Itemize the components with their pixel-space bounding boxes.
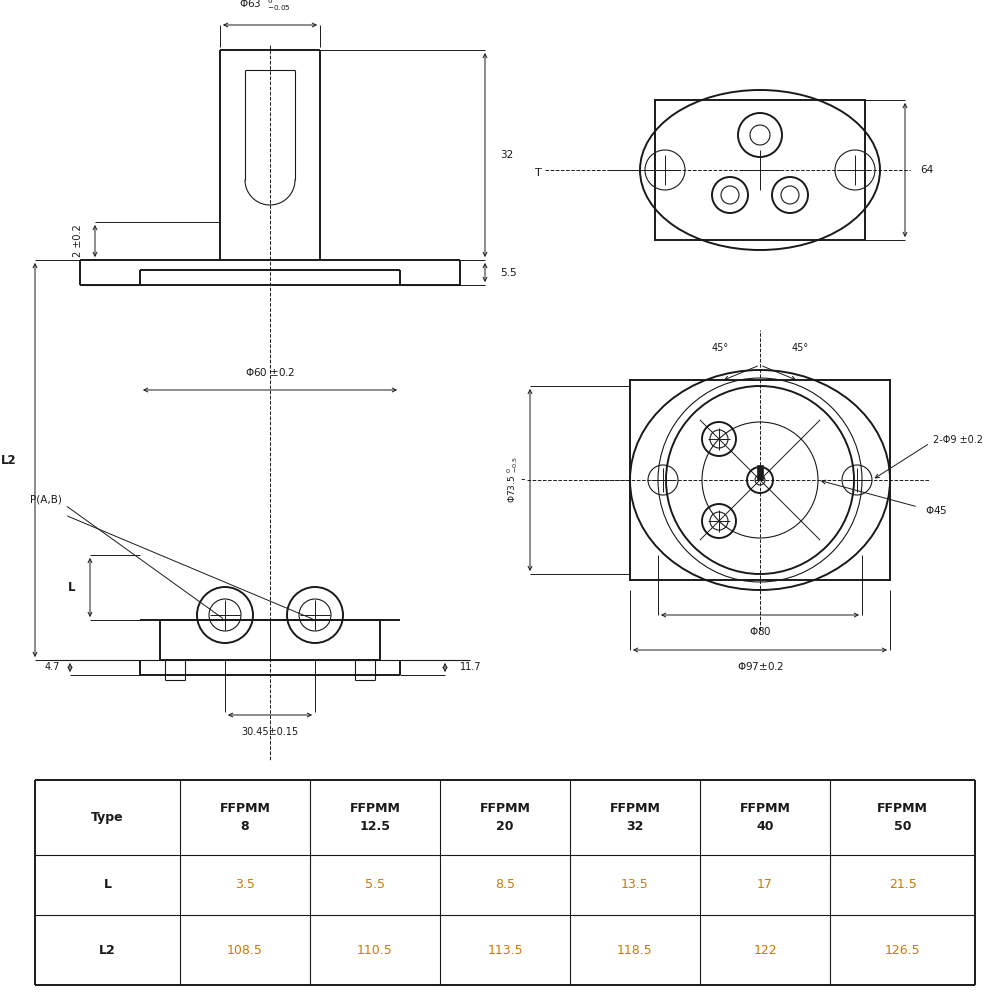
Text: FFPMM
50: FFPMM 50 bbox=[877, 802, 928, 832]
Text: 17: 17 bbox=[757, 879, 773, 892]
Text: $\Phi$80: $\Phi$80 bbox=[749, 625, 771, 637]
Bar bbox=[630, 380, 890, 580]
Text: 5.5: 5.5 bbox=[500, 267, 517, 277]
Text: 8.5: 8.5 bbox=[495, 879, 515, 892]
Text: 110.5: 110.5 bbox=[357, 944, 393, 956]
Text: 13.5: 13.5 bbox=[621, 879, 649, 892]
Text: $\Phi$97±0.2: $\Phi$97±0.2 bbox=[737, 660, 783, 672]
Text: L: L bbox=[68, 581, 75, 594]
Text: 2 ±0.2: 2 ±0.2 bbox=[73, 225, 83, 257]
Text: $\Phi$45: $\Phi$45 bbox=[925, 504, 948, 516]
Bar bbox=[655, 100, 865, 240]
Text: $\Phi$73.5 $^{0}_{-0.5}$: $\Phi$73.5 $^{0}_{-0.5}$ bbox=[505, 457, 520, 503]
Text: L2: L2 bbox=[1, 454, 17, 466]
Text: FFPMM
40: FFPMM 40 bbox=[740, 802, 790, 832]
Text: 3.5: 3.5 bbox=[235, 879, 255, 892]
Text: P(A,B): P(A,B) bbox=[30, 495, 62, 505]
Text: Type: Type bbox=[91, 811, 124, 824]
Text: 113.5: 113.5 bbox=[487, 944, 523, 956]
Text: 45°: 45° bbox=[791, 343, 809, 353]
Text: FFPMM
32: FFPMM 32 bbox=[610, 802, 660, 832]
Text: T: T bbox=[535, 168, 542, 178]
Bar bbox=[757, 465, 763, 480]
Text: 122: 122 bbox=[753, 944, 777, 956]
Text: 108.5: 108.5 bbox=[227, 944, 263, 956]
Text: -: - bbox=[520, 474, 525, 487]
Text: 118.5: 118.5 bbox=[617, 944, 653, 956]
Text: FFPMM
8: FFPMM 8 bbox=[220, 802, 270, 832]
Text: 64: 64 bbox=[920, 165, 933, 175]
Text: FFPMM
12.5: FFPMM 12.5 bbox=[350, 802, 400, 832]
Text: 30.45±0.15: 30.45±0.15 bbox=[241, 727, 299, 737]
Text: L2: L2 bbox=[99, 944, 116, 956]
Text: 21.5: 21.5 bbox=[889, 879, 916, 892]
Text: $\Phi$60 ±0.2: $\Phi$60 ±0.2 bbox=[245, 366, 295, 378]
Text: 5.5: 5.5 bbox=[365, 879, 385, 892]
Text: 4.7: 4.7 bbox=[45, 662, 60, 672]
Text: FFPMM
20: FFPMM 20 bbox=[480, 802, 530, 832]
Text: 126.5: 126.5 bbox=[885, 944, 920, 956]
Text: 32: 32 bbox=[500, 150, 513, 160]
Text: $\Phi$63  $^{0}_{-0.05}$: $\Phi$63 $^{0}_{-0.05}$ bbox=[239, 0, 291, 13]
Text: L: L bbox=[104, 879, 112, 892]
Text: 45°: 45° bbox=[711, 343, 729, 353]
Text: 2-Φ9 ±0.2: 2-Φ9 ±0.2 bbox=[933, 435, 983, 445]
Text: 11.7: 11.7 bbox=[460, 662, 482, 672]
